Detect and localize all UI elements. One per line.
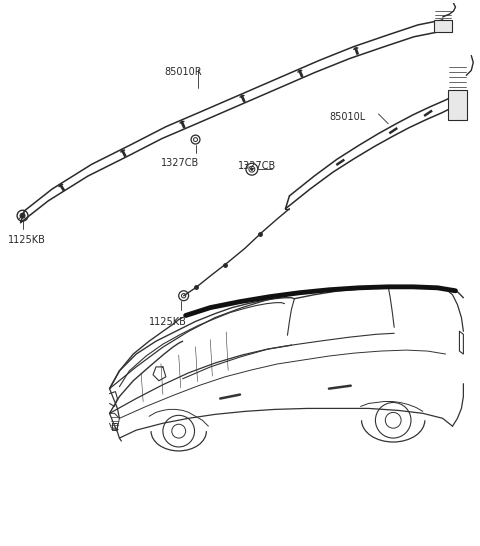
Text: 85010L: 85010L	[329, 112, 365, 122]
Text: 1327CB: 1327CB	[161, 158, 199, 168]
Circle shape	[251, 168, 253, 170]
Circle shape	[20, 213, 25, 218]
Text: 1125KB: 1125KB	[8, 235, 46, 246]
Text: 85010R: 85010R	[164, 67, 202, 78]
Text: 1125KB: 1125KB	[149, 317, 187, 328]
Bar	[434, 20, 452, 32]
Text: 1327CB: 1327CB	[238, 161, 276, 171]
Bar	[447, 90, 468, 120]
